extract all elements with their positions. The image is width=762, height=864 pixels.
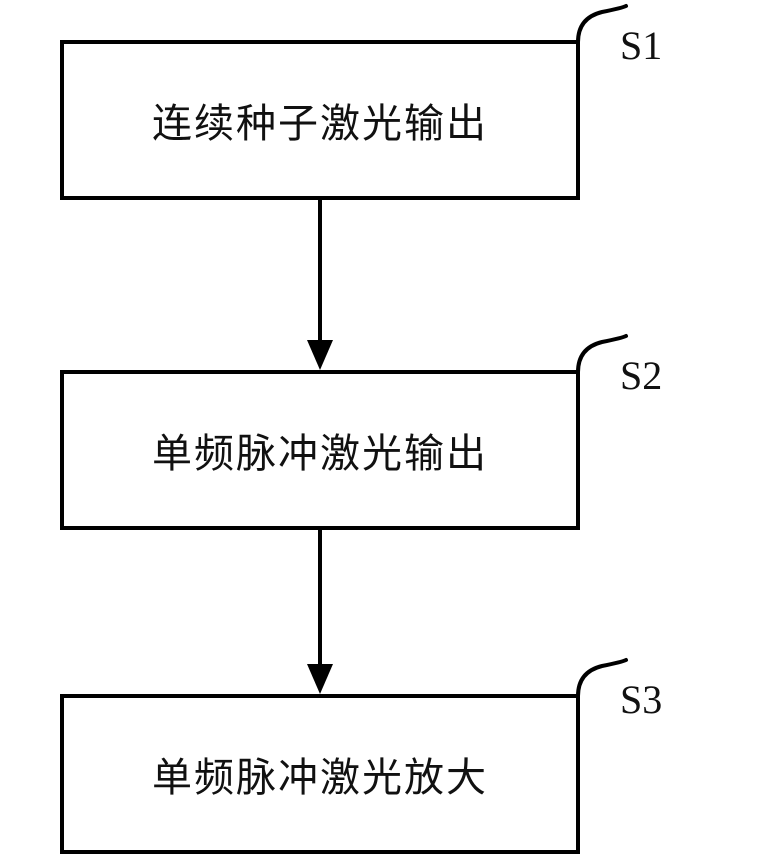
flow-step-text: 单频脉冲激光输出: [152, 421, 488, 479]
arrow-down-icon: [307, 664, 333, 694]
flow-step-text: 连续种子激光输出: [152, 91, 488, 149]
flow-step-s3: 单频脉冲激光放大: [60, 694, 580, 854]
flow-step-s2: 单频脉冲激光输出: [60, 370, 580, 530]
flow-arrow: [318, 530, 322, 664]
arrow-down-icon: [307, 340, 333, 370]
flow-step-s1: 连续种子激光输出: [60, 40, 580, 200]
flow-step-label-s1: S1: [620, 22, 662, 69]
flow-step-text: 单频脉冲激光放大: [152, 745, 488, 803]
flow-step-label-s3: S3: [620, 676, 662, 723]
flow-arrow: [318, 200, 322, 340]
flow-step-label-s2: S2: [620, 352, 662, 399]
